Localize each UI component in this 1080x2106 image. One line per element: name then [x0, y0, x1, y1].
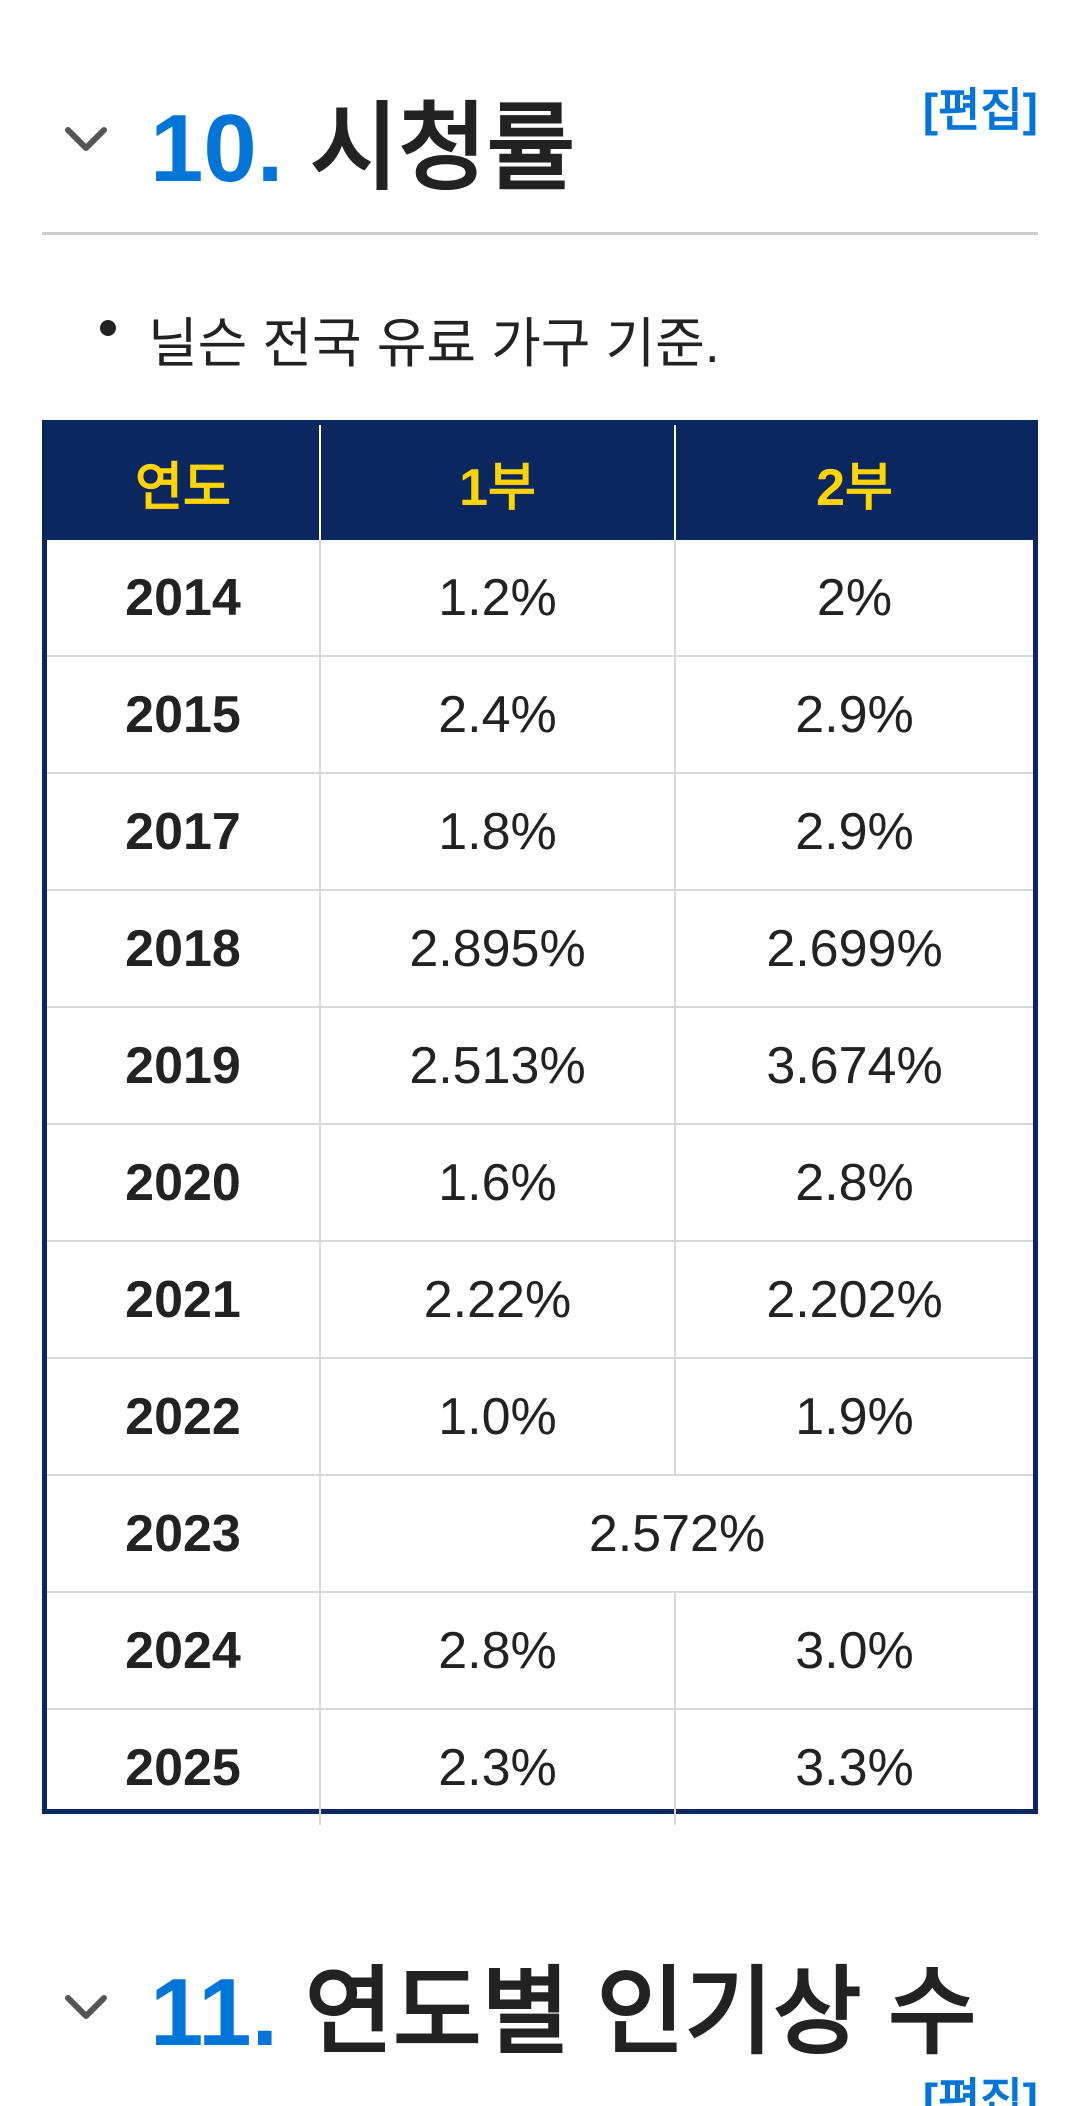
part2-rating-cell: 2.9% [674, 772, 1033, 890]
section-11-heading[interactable]: 11. 연도별 인기상 수 [편집] [42, 1940, 1038, 2106]
chevron-down-icon[interactable] [64, 1986, 108, 2030]
table-row: 2015 2.4% 2.9% [47, 655, 1033, 773]
part1-rating-cell: 1.8% [319, 772, 675, 890]
table-row: 2018 2.895% 2.699% [47, 889, 1033, 1007]
part2-rating-cell: 3.674% [674, 1006, 1033, 1124]
part1-rating-cell: 2.3% [319, 1708, 675, 1825]
part1-rating-cell: 1.2% [319, 540, 675, 656]
edit-link[interactable]: [편집] [922, 84, 1038, 136]
column-header-part2: 2부 [674, 425, 1033, 540]
year-cell: 2025 [47, 1708, 320, 1825]
year-cell: 2024 [47, 1591, 320, 1709]
year-cell: 2023 [47, 1474, 320, 1592]
part1-rating-cell: 2.895% [319, 889, 675, 1007]
table-row: 2024 2.8% 3.0% [47, 1591, 1033, 1709]
table-row: 2019 2.513% 3.674% [47, 1006, 1033, 1124]
part2-rating-cell: 2.699% [674, 889, 1033, 1007]
table-header-row: 연도 1부 2부 [47, 425, 1033, 540]
section-number: 11. [150, 1959, 279, 2066]
section-title-text: 연도별 인기상 수 [304, 1959, 977, 2066]
part2-rating-cell: 2.8% [674, 1123, 1033, 1241]
table-row: 2025 2.3% 3.3% [47, 1708, 1033, 1825]
ratings-table: 연도 1부 2부 2014 1.2% 2% 2015 2.4% 2.9% 201… [42, 420, 1038, 1825]
table-row: 2017 1.8% 2.9% [47, 772, 1033, 890]
part1-rating-cell: 2.513% [319, 1006, 675, 1124]
part2-rating-cell: 2.9% [674, 655, 1033, 773]
part2-rating-cell: 2% [674, 540, 1033, 656]
bullet-dot [100, 320, 116, 336]
column-header-year: 연도 [47, 425, 320, 540]
year-cell: 2017 [47, 772, 320, 890]
table-row: 2014 1.2% 2% [47, 540, 1033, 656]
part2-rating-cell: 3.3% [674, 1708, 1033, 1825]
section-number: 10. [150, 95, 284, 202]
table-row: 2020 1.6% 2.8% [47, 1123, 1033, 1241]
part1-rating-cell: 1.0% [319, 1357, 675, 1475]
section-10-title: 10. 시청률 [150, 94, 575, 204]
chevron-down-icon[interactable] [64, 118, 108, 162]
part1-rating-cell: 2.22% [319, 1240, 675, 1358]
part1-rating-cell: 2.8% [319, 1591, 675, 1709]
year-cell: 2022 [47, 1357, 320, 1475]
table-row: 2022 1.0% 1.9% [47, 1357, 1033, 1475]
rating-basis-note: 닐슨 전국 유료 가구 기준. [148, 314, 720, 374]
year-cell: 2021 [47, 1240, 320, 1358]
year-cell: 2014 [125, 568, 241, 627]
part2-rating-cell: 3.0% [674, 1591, 1033, 1709]
year-cell: 2019 [47, 1006, 320, 1124]
merged-rating-cell: 2.572% [319, 1474, 1033, 1592]
section-11-title: 11. 연도별 인기상 수 [150, 1958, 976, 2068]
table-row: 2021 2.22% 2.202% [47, 1240, 1033, 1358]
table-row: 2023 2.572% [47, 1474, 1033, 1592]
section-title-text: 시청률 [310, 95, 576, 202]
year-cell: 2015 [47, 655, 320, 773]
year-cell: 2018 [47, 889, 320, 1007]
column-header-part1: 1부 [319, 425, 675, 540]
part2-rating-cell: 1.9% [674, 1357, 1033, 1475]
edit-link[interactable]: [편집] [922, 2074, 1038, 2106]
section-10-heading[interactable]: 10. 시청률 [편집] [42, 70, 1038, 235]
year-cell: 2020 [47, 1123, 320, 1241]
part2-rating-cell: 2.202% [674, 1240, 1033, 1358]
part1-rating-cell: 2.4% [319, 655, 675, 773]
part1-rating-cell: 1.6% [319, 1123, 675, 1241]
